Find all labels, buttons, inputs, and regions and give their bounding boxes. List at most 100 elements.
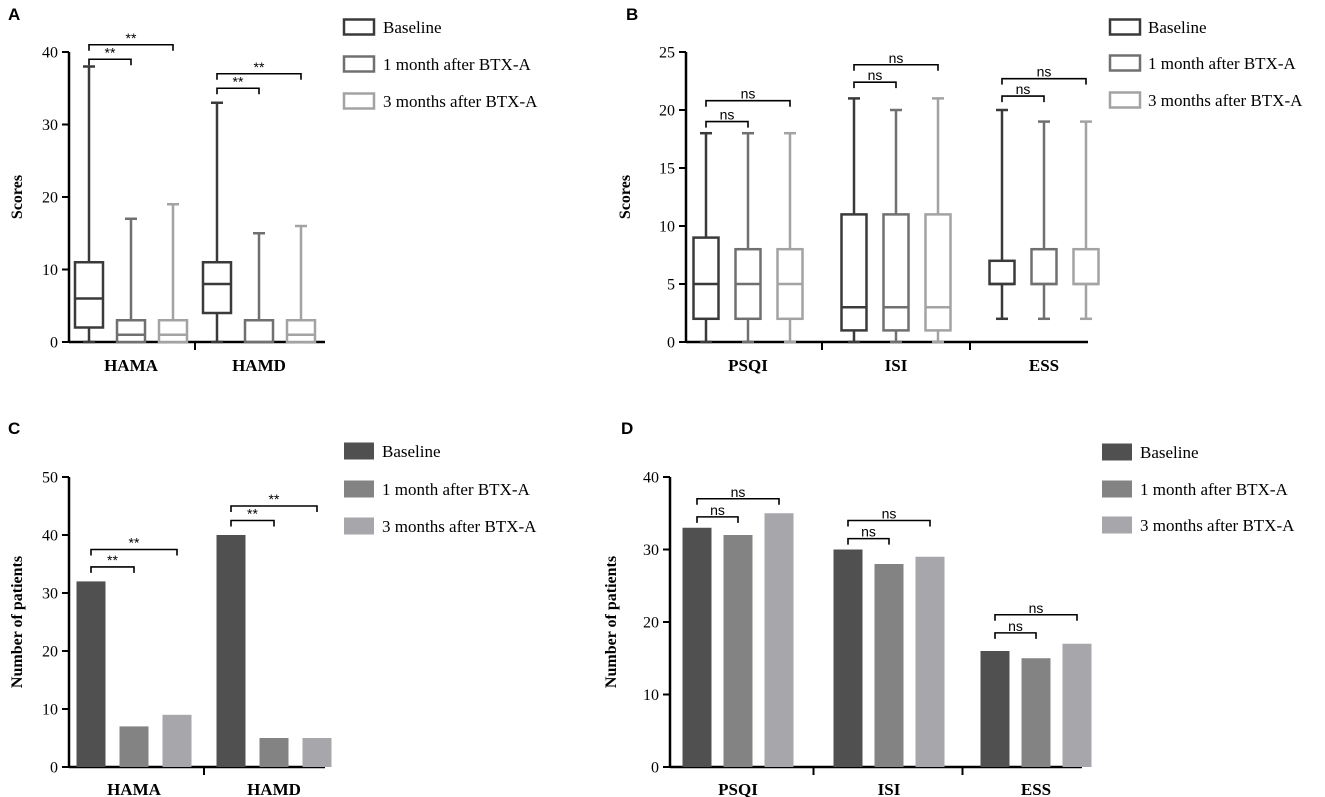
- panel-b-plot: 0510152025ScoresnsnsPSQInsnsISInsnsESSBa…: [617, 18, 1303, 375]
- box-iqr: [157, 319, 189, 344]
- panel-c-hama-bar-1: [76, 581, 106, 767]
- panel-a-hama-box-1: [73, 65, 105, 344]
- panel-c: C 0 10 20 30 40 50 Number of patients ** ** HAMA *…: [8, 419, 537, 797]
- panel-d-ess-bar-3: [1062, 643, 1092, 767]
- panel-b-y-tick-label: 20: [659, 103, 675, 120]
- bracket-line: [90, 566, 135, 573]
- legend-label-2: 1 month after BTX-A: [383, 55, 531, 74]
- panel-c-y-tick-label: 20: [42, 644, 58, 661]
- box-iqr: [924, 213, 952, 332]
- legend-swatch-1: [1108, 18, 1142, 36]
- panel-b-psqi-box-2: [734, 131, 762, 344]
- panel-c-legend: Baseline 1 month after BTX-A 3 months afte…: [344, 442, 537, 536]
- panel-c-y-tick-label: 0: [50, 760, 58, 777]
- panel-b-y-tick-label: 5: [667, 277, 675, 294]
- legend-label-3: 3 months after BTX-A: [1140, 516, 1295, 535]
- significance-label: ns: [861, 524, 876, 540]
- panel-b-category-label-isi: ISI: [885, 356, 908, 375]
- panel-b-y-tick-label: 10: [659, 219, 675, 236]
- panel-d-ess-bar-1: [980, 651, 1010, 767]
- panel-d-legend: Baseline 1 month after BTX-A 3 months afte…: [1102, 443, 1295, 535]
- bracket-line: [88, 43, 174, 51]
- legend-label-3: 3 months after BTX-A: [383, 92, 538, 111]
- significance-label: ns: [1016, 81, 1031, 97]
- panel-d-isi-bar-3: [915, 556, 945, 767]
- panel-b-psqi-significance-2: ns: [705, 86, 791, 107]
- legend-label-2: 1 month after BTX-A: [1148, 54, 1296, 73]
- panel-d-y-tick-label: 30: [643, 542, 659, 559]
- legend-label-1: Baseline: [1140, 443, 1199, 462]
- box-iqr: [73, 261, 105, 329]
- legend-swatch-3: [1108, 91, 1142, 109]
- panel-a-hama-box-2: [115, 217, 147, 344]
- panel-c-hamd-bar-1: [216, 535, 246, 767]
- panel-a-y-tick-label: 0: [50, 335, 58, 352]
- panel-d-ess-significance-2: ns: [994, 600, 1078, 621]
- significance-label: **: [129, 535, 140, 551]
- significance-label: ns: [1037, 64, 1052, 80]
- bracket-line: [853, 63, 939, 71]
- legend-swatch-2: [344, 480, 374, 498]
- panel-b-psqi-box-1: [692, 131, 720, 344]
- panel-a-y-tick-label: 30: [42, 117, 58, 134]
- panel-c-y-axis-label: Number of patients: [9, 556, 26, 688]
- panel-d-y-tick-label: 0: [651, 760, 659, 777]
- legend-label-1: Baseline: [383, 18, 442, 37]
- bracket-line: [230, 505, 318, 512]
- panel-b-isi-box-2: [882, 108, 910, 344]
- significance-label: ns: [710, 502, 725, 518]
- panel-b-isi-significance-2: ns: [853, 50, 939, 71]
- box-iqr: [988, 259, 1016, 286]
- panel-b-legend: Baseline 1 month after BTX-A 3 months afte…: [1108, 18, 1303, 110]
- legend-swatch-1: [342, 18, 376, 36]
- box-iqr: [840, 213, 868, 332]
- panel-a-hamd-significance-1: **: [216, 73, 260, 95]
- significance-label: ns: [720, 107, 735, 123]
- legend-label-2: 1 month after BTX-A: [1140, 480, 1288, 499]
- box-iqr: [1072, 247, 1100, 286]
- panel-c-hamd-significance-2: **: [230, 491, 318, 512]
- bracket-line: [230, 519, 275, 527]
- panel-b-isi-significance-1: ns: [853, 67, 897, 89]
- panel-d-category-label-isi: ISI: [878, 780, 901, 797]
- bracket-line: [1001, 77, 1087, 85]
- panel-a-y-tick-label: 10: [42, 262, 58, 279]
- panel-letter-c: C: [8, 419, 20, 438]
- panel-d-psqi-bar-1: [682, 527, 712, 767]
- panel-b-y-tick-label: 15: [659, 161, 675, 178]
- panel-d-isi-significance-2: ns: [847, 506, 931, 527]
- panel-c-plot: 0 10 20 30 40 50 Number of patients ** ** HAMA ** *…: [9, 442, 537, 797]
- panel-d-psqi-bar-2: [723, 535, 753, 767]
- bracket-line: [853, 81, 897, 89]
- panel-a-y-axis-label: Scores: [9, 175, 26, 219]
- panel-a-hamd-significance-2: **: [216, 59, 302, 80]
- legend-swatch-2: [1102, 480, 1132, 498]
- legend-swatch-3: [342, 92, 376, 110]
- panel-d-y-axis-label: Number of patients: [603, 556, 620, 688]
- panel-a-legend: Baseline 1 month after BTX-A 3 months afte…: [342, 18, 538, 111]
- legend-label-1: Baseline: [1148, 18, 1207, 37]
- bracket-line: [705, 120, 749, 128]
- panel-c-hama-bar-2: [119, 726, 149, 767]
- legend-label-3: 3 months after BTX-A: [382, 517, 537, 536]
- panel-d-ess-bar-2: [1021, 658, 1051, 767]
- panel-d-isi-bar-2: [874, 564, 904, 767]
- panel-a: A 0 10 20 30 40 Scores ** ** HAMA ** ** HAMD Baselin…: [8, 5, 538, 375]
- panel-d-category-label-ess: ESS: [1021, 780, 1051, 797]
- panel-letter-b: B: [626, 5, 638, 24]
- legend-swatch-1: [1102, 443, 1132, 461]
- bracket-line: [994, 632, 1037, 639]
- panel-c-hamd-bar-3: [302, 738, 332, 767]
- panel-c-category-label-hama: HAMA: [107, 780, 162, 797]
- bracket-line: [696, 497, 780, 505]
- bracket-line: [994, 613, 1078, 621]
- box-iqr: [692, 236, 720, 321]
- significance-label: ns: [731, 484, 746, 500]
- significance-label: **: [107, 552, 118, 568]
- significance-label: **: [269, 491, 280, 507]
- legend-label-1: Baseline: [382, 442, 441, 461]
- bracket-line: [847, 519, 931, 527]
- panel-b-isi-box-3: [924, 97, 952, 344]
- panel-a-hama-box-3: [157, 203, 189, 344]
